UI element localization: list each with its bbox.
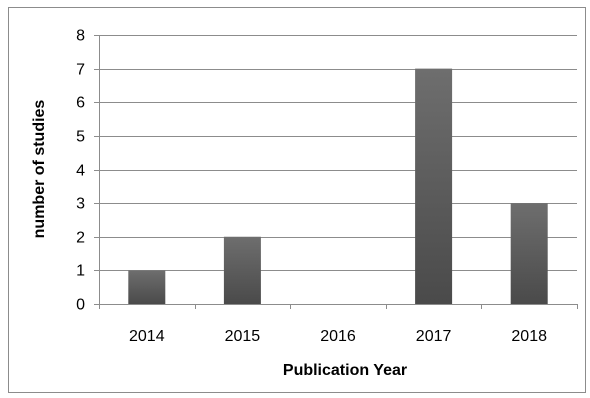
y-tick-label: 1 — [76, 263, 85, 280]
y-tick-label: 7 — [76, 62, 85, 79]
x-axis-title: Publication Year — [283, 362, 407, 379]
x-tick-label: 2017 — [416, 328, 452, 345]
bar-2018 — [510, 203, 548, 304]
y-tick-label: 8 — [76, 28, 85, 45]
bar-2015 — [223, 236, 261, 304]
x-tick-label: 2014 — [129, 328, 165, 345]
x-tick-label: 2018 — [511, 328, 547, 345]
bar-2014 — [128, 270, 166, 304]
y-tick-labels: 0 1 2 3 4 5 6 7 8 — [76, 28, 85, 314]
y-tick-label: 2 — [76, 230, 85, 247]
axes — [94, 35, 578, 309]
bar-2017 — [415, 68, 453, 304]
chart-frame — [8, 7, 586, 393]
y-tick-label: 0 — [76, 297, 85, 314]
x-tick-label: 2016 — [320, 328, 356, 345]
y-tick-label: 4 — [76, 163, 85, 180]
y-tick-label: 6 — [76, 95, 85, 112]
gridlines — [99, 35, 577, 271]
x-tick-label: 2015 — [225, 328, 261, 345]
x-tick-labels: 2014 2015 2016 2017 2018 — [129, 328, 547, 345]
bars — [128, 68, 548, 304]
y-axis-title: number of studies — [31, 100, 48, 239]
y-tick-label: 3 — [76, 196, 85, 213]
y-tick-label: 5 — [76, 129, 85, 146]
